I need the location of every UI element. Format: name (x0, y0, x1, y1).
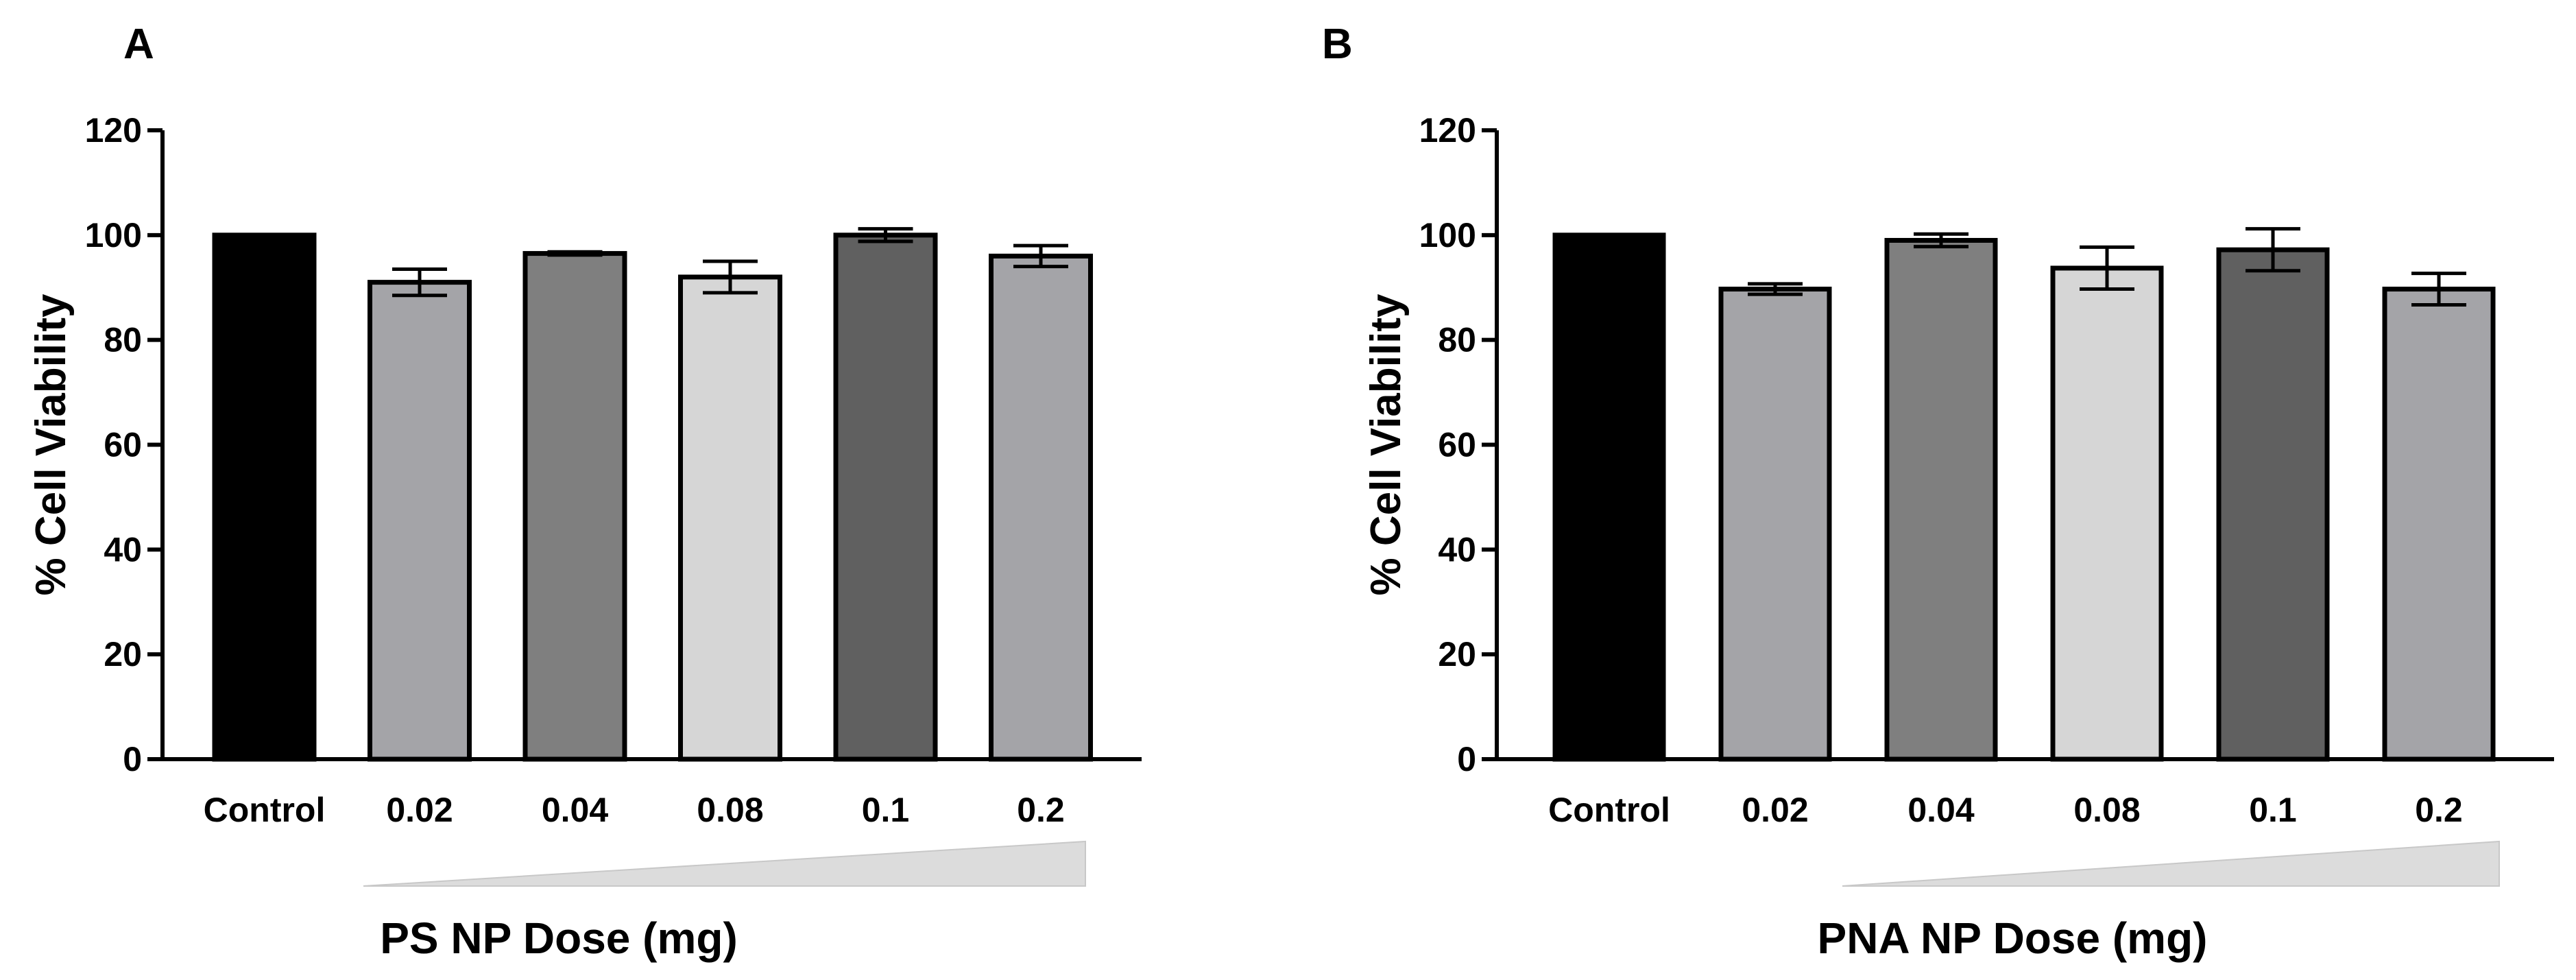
bar-0.2 (2382, 287, 2496, 762)
y-tick-label: 100 (1419, 216, 1476, 254)
x-tick-label: 0.08 (697, 791, 763, 829)
panel-b: B Control 0.02 0.04 0.08 0.1 0.2 0 20 40 60 80 100 12… (1322, 21, 2554, 963)
bar-0.02 (368, 280, 472, 762)
x-tick-label: 0.1 (2249, 791, 2297, 829)
panel-letter: A (123, 21, 154, 68)
bar-0.08 (2050, 265, 2164, 762)
y-tick-label: 40 (104, 530, 142, 569)
x-tick-label: Control (1548, 791, 1670, 829)
dose-gradient-wedge (363, 840, 1086, 887)
y-tick-label: 80 (1438, 321, 1476, 359)
x-axis-title: PNA NP Dose (mg) (1818, 913, 2208, 963)
x-tick-label: 0.02 (386, 791, 453, 829)
x-tick-label: 0.2 (2415, 791, 2463, 829)
y-tick-label: 60 (1438, 426, 1476, 464)
y-tick-label: 120 (85, 111, 142, 150)
bar-Control (1552, 232, 1666, 762)
bar-0.04 (1884, 237, 1998, 762)
dose-gradient-wedge (1842, 840, 2500, 887)
x-tick-label: Control (204, 791, 326, 829)
bar-0.02 (1718, 287, 1832, 762)
x-tick-label: 0.1 (862, 791, 910, 829)
x-tick-label: 0.08 (2073, 791, 2140, 829)
x-axis-title: PS NP Dose (mg) (380, 913, 738, 963)
bar-0.2 (989, 253, 1093, 762)
x-tick-label: 0.04 (1907, 791, 1975, 829)
y-tick-label: 0 (1457, 740, 1476, 778)
x-tick-label: 0.2 (1017, 791, 1065, 829)
y-tick-label: 20 (104, 635, 142, 673)
bar-0.1 (833, 232, 938, 762)
bar-0.04 (522, 251, 627, 762)
panel-letter: B (1322, 21, 1353, 68)
bar-0.1 (2216, 247, 2330, 762)
y-tick-label: 0 (123, 740, 142, 778)
y-tick-label: 60 (104, 426, 142, 464)
y-tick-label: 40 (1438, 530, 1476, 569)
bar-Control (212, 232, 317, 762)
y-tick-label: 100 (85, 216, 142, 254)
x-tick-label: 0.04 (542, 791, 609, 829)
x-tick-label: 0.02 (1742, 791, 1808, 829)
y-tick-label: 80 (104, 321, 142, 359)
y-tick-label: 120 (1419, 111, 1476, 150)
y-axis-title: % Cell Viability (27, 294, 75, 595)
y-axis-title: % Cell Viability (1362, 294, 1410, 595)
y-tick-label: 20 (1438, 635, 1476, 673)
panel-a: A Control 0.02 0.04 0.08 0.1 0.2 0 20 40 60 80 100 12… (27, 21, 1142, 963)
bar-0.08 (678, 274, 782, 762)
